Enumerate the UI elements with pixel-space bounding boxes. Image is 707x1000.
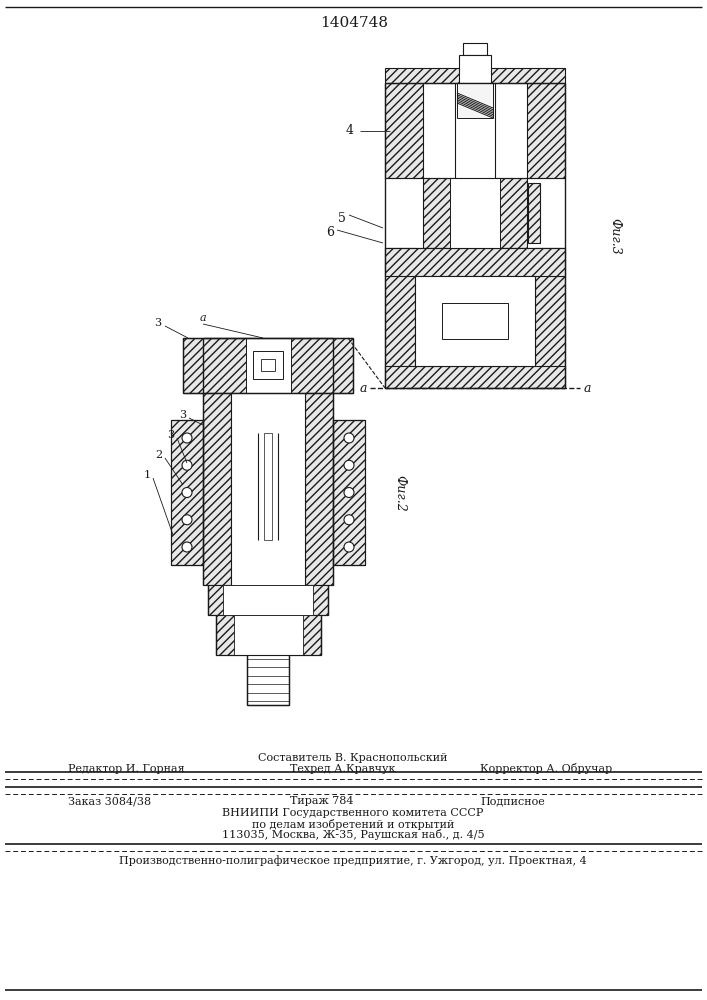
Bar — [253, 351, 283, 379]
Bar — [264, 433, 272, 540]
Circle shape — [182, 433, 192, 443]
Circle shape — [182, 542, 192, 552]
Text: Тираж 784: Тираж 784 — [290, 796, 354, 806]
Bar — [423, 178, 527, 248]
Text: Фиг.3: Фиг.3 — [609, 218, 621, 254]
Bar — [247, 655, 289, 705]
Bar — [385, 248, 565, 276]
Bar — [450, 178, 500, 248]
Circle shape — [344, 515, 354, 525]
Text: 2: 2 — [156, 450, 163, 460]
Text: Подписное: Подписное — [480, 796, 545, 806]
Text: 3: 3 — [180, 410, 187, 420]
Bar — [430, 291, 520, 351]
Bar — [385, 248, 415, 388]
Text: Техред А.Кравчук: Техред А.Кравчук — [290, 764, 395, 774]
Circle shape — [344, 542, 354, 552]
Text: Составитель В. Краснопольский: Составитель В. Краснопольский — [258, 753, 448, 763]
Bar — [385, 83, 423, 178]
Text: Заказ 3084/38: Заказ 3084/38 — [68, 796, 151, 806]
Bar — [208, 585, 328, 615]
Bar — [223, 585, 313, 615]
Text: по делам изобретений и открытий: по делам изобретений и открытий — [252, 818, 454, 830]
Bar — [258, 433, 278, 540]
Text: a: a — [359, 381, 367, 394]
Bar — [459, 55, 491, 83]
Text: 4: 4 — [346, 124, 354, 137]
Circle shape — [344, 433, 354, 443]
Text: 1: 1 — [144, 470, 151, 480]
Bar — [463, 43, 487, 55]
Bar — [203, 393, 231, 585]
Bar — [333, 420, 365, 565]
Text: 5: 5 — [338, 212, 346, 225]
Bar — [257, 355, 279, 375]
Text: Фиг.2: Фиг.2 — [394, 475, 407, 511]
Bar — [457, 83, 493, 118]
Bar — [415, 276, 535, 366]
Bar — [261, 359, 275, 371]
Text: a: a — [199, 313, 206, 323]
Bar — [455, 83, 495, 178]
Bar — [183, 338, 353, 393]
Circle shape — [182, 488, 192, 497]
Circle shape — [182, 515, 192, 525]
Text: ВНИИПИ Государственного комитета СССР: ВНИИПИ Государственного комитета СССР — [222, 808, 484, 818]
Bar — [527, 83, 565, 178]
Text: Корректор А. Обручар: Корректор А. Обручар — [480, 764, 612, 774]
Bar — [231, 393, 305, 585]
Circle shape — [344, 460, 354, 470]
Bar — [216, 615, 321, 655]
Text: 113035, Москва, Ж-35, Раушская наб., д. 4/5: 113035, Москва, Ж-35, Раушская наб., д. … — [222, 830, 484, 840]
Bar — [305, 393, 333, 585]
Bar — [385, 68, 565, 83]
Text: 3: 3 — [168, 430, 175, 440]
Circle shape — [182, 460, 192, 470]
Text: 3: 3 — [154, 318, 162, 328]
Circle shape — [344, 488, 354, 497]
Text: 6: 6 — [326, 227, 334, 239]
Bar — [171, 420, 203, 565]
Text: Производственно-полиграфическое предприятие, г. Ужгород, ул. Проектная, 4: Производственно-полиграфическое предприя… — [119, 856, 587, 866]
Bar — [333, 420, 365, 565]
Bar — [246, 338, 291, 393]
Bar — [442, 303, 508, 339]
Bar — [171, 420, 203, 565]
Text: a: a — [583, 381, 591, 394]
Text: Редактор И. Горная: Редактор И. Горная — [68, 764, 185, 774]
Bar — [535, 248, 565, 388]
Text: 1404748: 1404748 — [320, 16, 388, 30]
Bar — [528, 183, 540, 243]
Bar — [385, 366, 565, 388]
Bar — [234, 615, 303, 655]
